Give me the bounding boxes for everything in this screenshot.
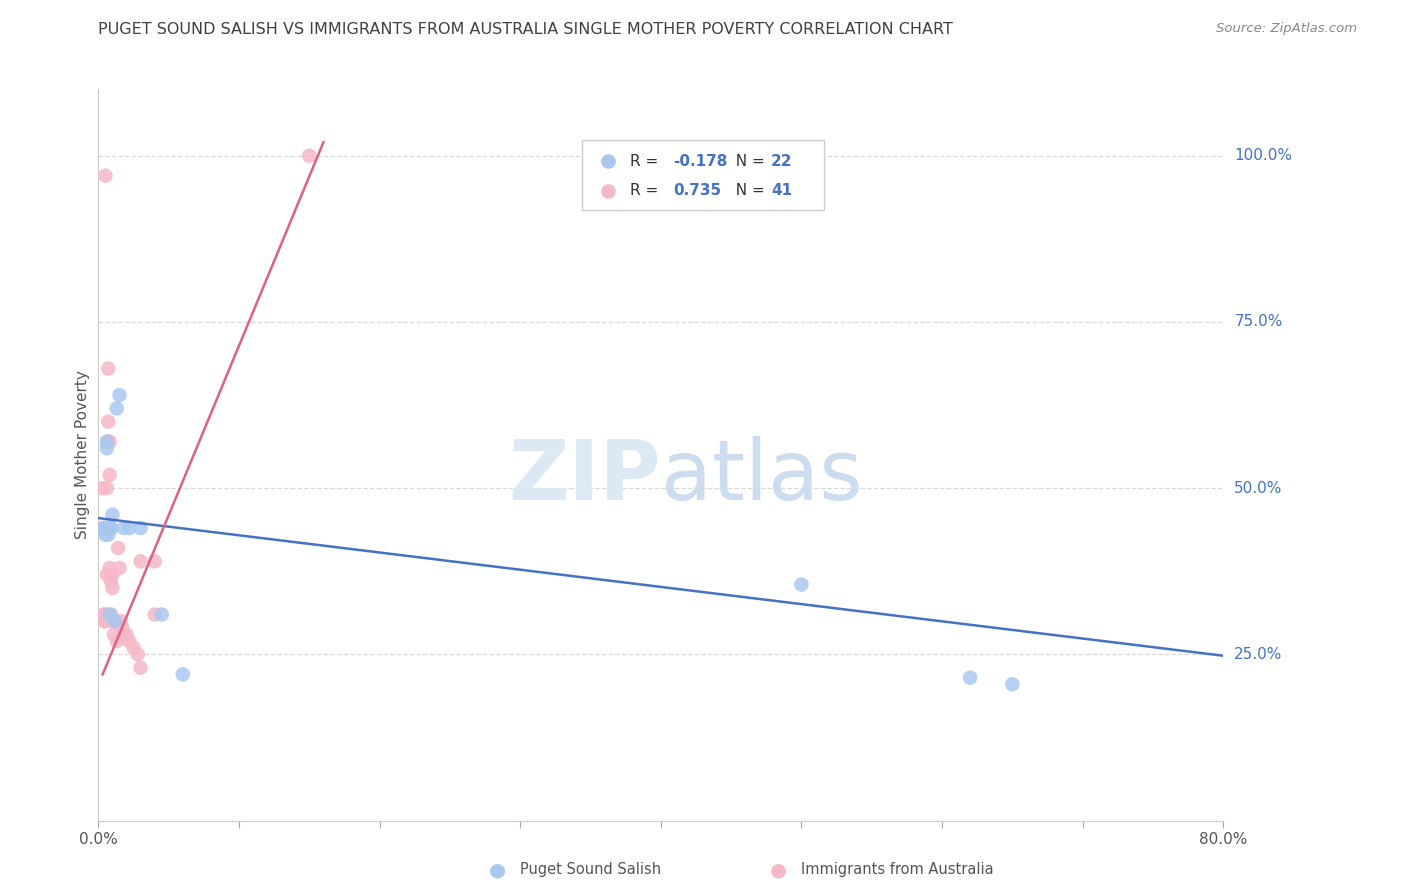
- Text: PUGET SOUND SALISH VS IMMIGRANTS FROM AUSTRALIA SINGLE MOTHER POVERTY CORRELATIO: PUGET SOUND SALISH VS IMMIGRANTS FROM AU…: [98, 22, 953, 37]
- Point: [91, 521, 114, 535]
- Text: Source: ZipAtlas.com: Source: ZipAtlas.com: [1216, 22, 1357, 36]
- Point: [724, 241, 747, 255]
- Point: [103, 614, 125, 628]
- Point: [94, 614, 117, 628]
- Text: -0.178: -0.178: [673, 154, 727, 169]
- Point: [93, 607, 115, 622]
- Text: 75.0%: 75.0%: [1234, 315, 1282, 329]
- Point: [91, 481, 114, 495]
- Point: [101, 567, 124, 582]
- Point: [108, 561, 131, 575]
- Point: [94, 169, 117, 183]
- Point: [1001, 677, 1024, 691]
- Point: [94, 607, 117, 622]
- Point: [100, 574, 122, 589]
- Point: [93, 521, 115, 535]
- Point: [118, 521, 141, 535]
- Text: ●: ●: [770, 860, 787, 880]
- Point: [100, 521, 122, 535]
- Point: [101, 508, 124, 522]
- Point: [100, 607, 122, 622]
- Point: [96, 434, 118, 449]
- Point: [959, 671, 981, 685]
- Point: [115, 627, 138, 641]
- Point: [298, 149, 321, 163]
- Point: [104, 614, 127, 628]
- Point: [96, 442, 118, 456]
- Text: R =: R =: [630, 154, 664, 169]
- Point: [110, 614, 132, 628]
- Point: [96, 481, 118, 495]
- Text: 25.0%: 25.0%: [1234, 647, 1282, 662]
- Point: [97, 521, 120, 535]
- Point: [112, 627, 135, 641]
- Point: [107, 541, 129, 555]
- Text: atlas: atlas: [661, 436, 862, 517]
- Point: [103, 627, 125, 641]
- Point: [105, 634, 128, 648]
- Point: [96, 567, 118, 582]
- Point: [104, 614, 127, 628]
- Point: [172, 667, 194, 681]
- Point: [98, 467, 121, 482]
- FancyBboxPatch shape: [582, 140, 824, 210]
- Point: [94, 527, 117, 541]
- Point: [96, 521, 118, 535]
- Text: Immigrants from Australia: Immigrants from Australia: [801, 863, 994, 877]
- Text: N =: N =: [725, 154, 769, 169]
- Point: [101, 581, 124, 595]
- Point: [97, 415, 120, 429]
- Text: R =: R =: [630, 183, 664, 198]
- Point: [98, 434, 121, 449]
- Point: [127, 648, 149, 662]
- Point: [98, 607, 121, 622]
- Point: [724, 214, 747, 228]
- Point: [97, 361, 120, 376]
- Point: [93, 614, 115, 628]
- Point: [97, 527, 120, 541]
- Text: 41: 41: [770, 183, 792, 198]
- Point: [143, 607, 166, 622]
- Point: [129, 554, 152, 568]
- Point: [94, 521, 117, 535]
- Point: [790, 577, 813, 591]
- Point: [112, 521, 135, 535]
- Point: [111, 621, 134, 635]
- Point: [129, 521, 152, 535]
- Point: [100, 521, 122, 535]
- Text: N =: N =: [725, 183, 769, 198]
- Text: ●: ●: [489, 860, 506, 880]
- Text: ZIP: ZIP: [509, 436, 661, 517]
- Point: [101, 614, 124, 628]
- Point: [94, 521, 117, 535]
- Point: [122, 640, 145, 655]
- Point: [143, 554, 166, 568]
- Point: [129, 661, 152, 675]
- Text: 50.0%: 50.0%: [1234, 481, 1282, 496]
- Point: [105, 401, 128, 416]
- Text: 22: 22: [770, 154, 793, 169]
- Text: Puget Sound Salish: Puget Sound Salish: [520, 863, 661, 877]
- Y-axis label: Single Mother Poverty: Single Mother Poverty: [75, 370, 90, 540]
- Text: 100.0%: 100.0%: [1234, 148, 1292, 163]
- Point: [98, 521, 121, 535]
- Text: 0.735: 0.735: [673, 183, 721, 198]
- Point: [108, 388, 131, 402]
- Point: [97, 434, 120, 449]
- Point: [118, 634, 141, 648]
- Point: [150, 607, 173, 622]
- Point: [98, 561, 121, 575]
